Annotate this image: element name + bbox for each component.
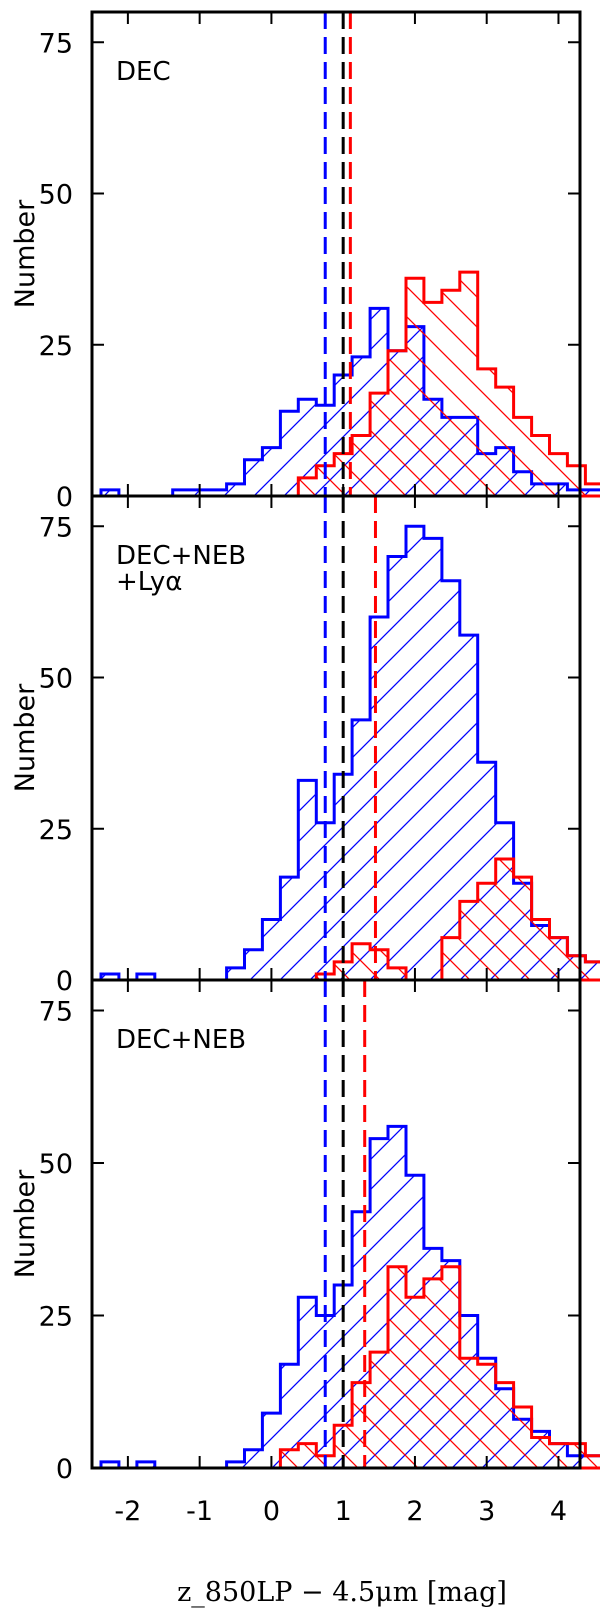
y-tick-label: 25 — [39, 331, 73, 362]
y-axis-label: Number — [10, 199, 41, 308]
y-axis-label: Number — [10, 683, 41, 792]
panel-label: DEC — [116, 57, 171, 87]
plot-frame — [90, 978, 582, 1470]
y-tick-label: 75 — [39, 997, 73, 1028]
x-tick-label: 2 — [406, 1496, 423, 1527]
x-tick-label: -2 — [114, 1496, 141, 1527]
x-tick-label: -1 — [186, 1496, 213, 1527]
y-tick-label: 25 — [39, 1302, 73, 1333]
y-axis-label: Number — [10, 1169, 41, 1278]
panel-label: +Lyα — [116, 567, 182, 597]
x-axis-label: z_850LP − 4.5μm [mag] — [177, 1577, 507, 1608]
panel-label: DEC+NEB — [116, 1025, 246, 1055]
y-tick-label: 75 — [39, 28, 73, 59]
y-tick-label: 50 — [39, 664, 73, 695]
x-tick-label: 0 — [263, 1496, 280, 1527]
panel-label: DEC+NEB — [116, 541, 246, 571]
y-tick-label: 25 — [39, 815, 73, 846]
y-tick-label: 0 — [56, 482, 73, 513]
x-tick-label: 3 — [478, 1496, 495, 1527]
y-tick-label: 0 — [56, 966, 73, 997]
y-tick-label: 75 — [39, 512, 73, 543]
y-tick-label: 0 — [56, 1454, 73, 1485]
panel-dec-neb: 0 25 50 75 Number DEC+NEB — [10, 978, 600, 1485]
y-tick-label: 50 — [39, 180, 73, 211]
panel-dec-neb-lya: 0 25 50 75 Number DEC+NEB+Lyα — [10, 494, 600, 997]
panel-dec: 0 25 50 75 Number DEC — [10, 10, 600, 513]
y-tick-label: 50 — [39, 1149, 73, 1180]
blue-histogram-series — [99, 524, 600, 982]
x-tick-label: 1 — [335, 1496, 352, 1527]
x-tick-label: 4 — [550, 1496, 567, 1527]
